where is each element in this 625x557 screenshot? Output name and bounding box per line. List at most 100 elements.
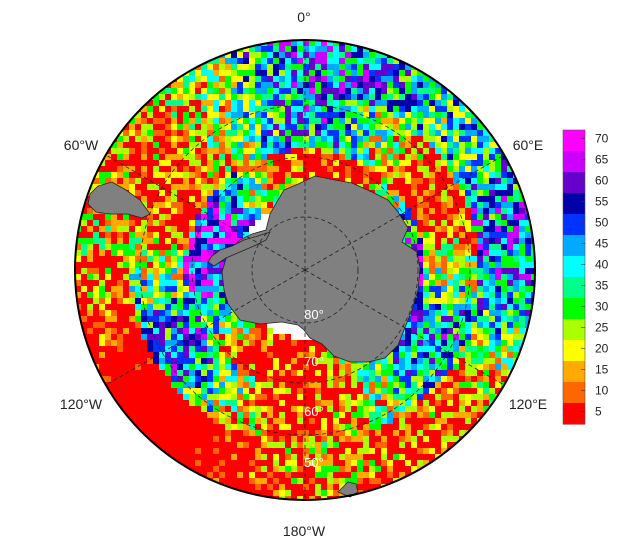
data-cell (327, 448, 333, 454)
data-cell (225, 112, 231, 118)
data-cell (429, 130, 435, 136)
data-cell (327, 466, 333, 472)
data-cell (417, 292, 423, 298)
data-cell (315, 106, 321, 112)
data-cell (477, 124, 483, 130)
data-cell (219, 376, 225, 382)
data-cell (243, 382, 249, 388)
colorbar-segment (563, 243, 585, 249)
data-cell (435, 430, 441, 436)
data-cell (351, 376, 357, 382)
data-cell (123, 364, 129, 370)
data-cell (255, 154, 261, 160)
data-cell (219, 280, 225, 286)
data-cell (441, 196, 447, 202)
data-cell (219, 190, 225, 196)
data-cell (417, 448, 423, 454)
data-cell (219, 148, 225, 154)
data-cell (183, 118, 189, 124)
data-cell (177, 166, 183, 172)
data-cell (387, 118, 393, 124)
antarctica-land (221, 175, 421, 363)
data-cell (123, 310, 129, 316)
data-cell (219, 328, 225, 334)
data-cell (417, 256, 423, 262)
data-cell (345, 118, 351, 124)
data-cell (411, 214, 417, 220)
data-cell (237, 442, 243, 448)
data-cell (147, 388, 153, 394)
data-cell (261, 376, 267, 382)
data-cell (147, 370, 153, 376)
data-cell (363, 466, 369, 472)
data-cell (405, 160, 411, 166)
data-cell (141, 244, 147, 250)
data-cell (357, 178, 363, 184)
data-cell (429, 448, 435, 454)
data-cell (123, 406, 129, 412)
data-cell (345, 436, 351, 442)
data-cell (459, 376, 465, 382)
data-cell (357, 466, 363, 472)
data-cell (387, 160, 393, 166)
data-cell (201, 370, 207, 376)
data-cell (177, 358, 183, 364)
data-cell (243, 400, 249, 406)
data-cell (129, 292, 135, 298)
data-cell (81, 322, 87, 328)
data-cell (363, 376, 369, 382)
data-cell (375, 142, 381, 148)
data-cell (429, 388, 435, 394)
data-cell (117, 220, 123, 226)
data-cell (201, 478, 207, 484)
data-cell (225, 388, 231, 394)
data-cell (333, 112, 339, 118)
data-cell (207, 106, 213, 112)
data-cell (477, 316, 483, 322)
data-cell (129, 268, 135, 274)
data-cell (123, 130, 129, 136)
data-cell (345, 148, 351, 154)
data-cell (513, 340, 519, 346)
data-cell (285, 166, 291, 172)
data-cell (477, 274, 483, 280)
data-cell (165, 340, 171, 346)
data-cell (105, 178, 111, 184)
data-cell (375, 106, 381, 112)
data-cell (267, 388, 273, 394)
data-cell (339, 52, 345, 58)
data-cell (333, 442, 339, 448)
data-cell (201, 226, 207, 232)
data-cell (183, 382, 189, 388)
data-cell (315, 400, 321, 406)
data-cell (447, 130, 453, 136)
data-cell (153, 382, 159, 388)
colorbar-segment (563, 260, 585, 265)
data-cell (381, 142, 387, 148)
data-cell (183, 442, 189, 448)
data-cell (249, 94, 255, 100)
data-cell (411, 424, 417, 430)
data-cell (327, 94, 333, 100)
data-cell (105, 256, 111, 262)
data-cell (117, 142, 123, 148)
data-cell (393, 448, 399, 454)
data-cell (453, 226, 459, 232)
data-cell (405, 322, 411, 328)
data-cell (321, 370, 327, 376)
data-cell (393, 436, 399, 442)
data-cell (159, 238, 165, 244)
data-cell (483, 244, 489, 250)
data-cell (417, 232, 423, 238)
data-cell (171, 262, 177, 268)
data-cell (213, 148, 219, 154)
data-cell (291, 76, 297, 82)
data-cell (165, 412, 171, 418)
data-cell (327, 436, 333, 442)
data-cell (171, 208, 177, 214)
data-cell (315, 148, 321, 154)
data-cell (309, 424, 315, 430)
data-cell (297, 100, 303, 106)
data-cell (195, 400, 201, 406)
